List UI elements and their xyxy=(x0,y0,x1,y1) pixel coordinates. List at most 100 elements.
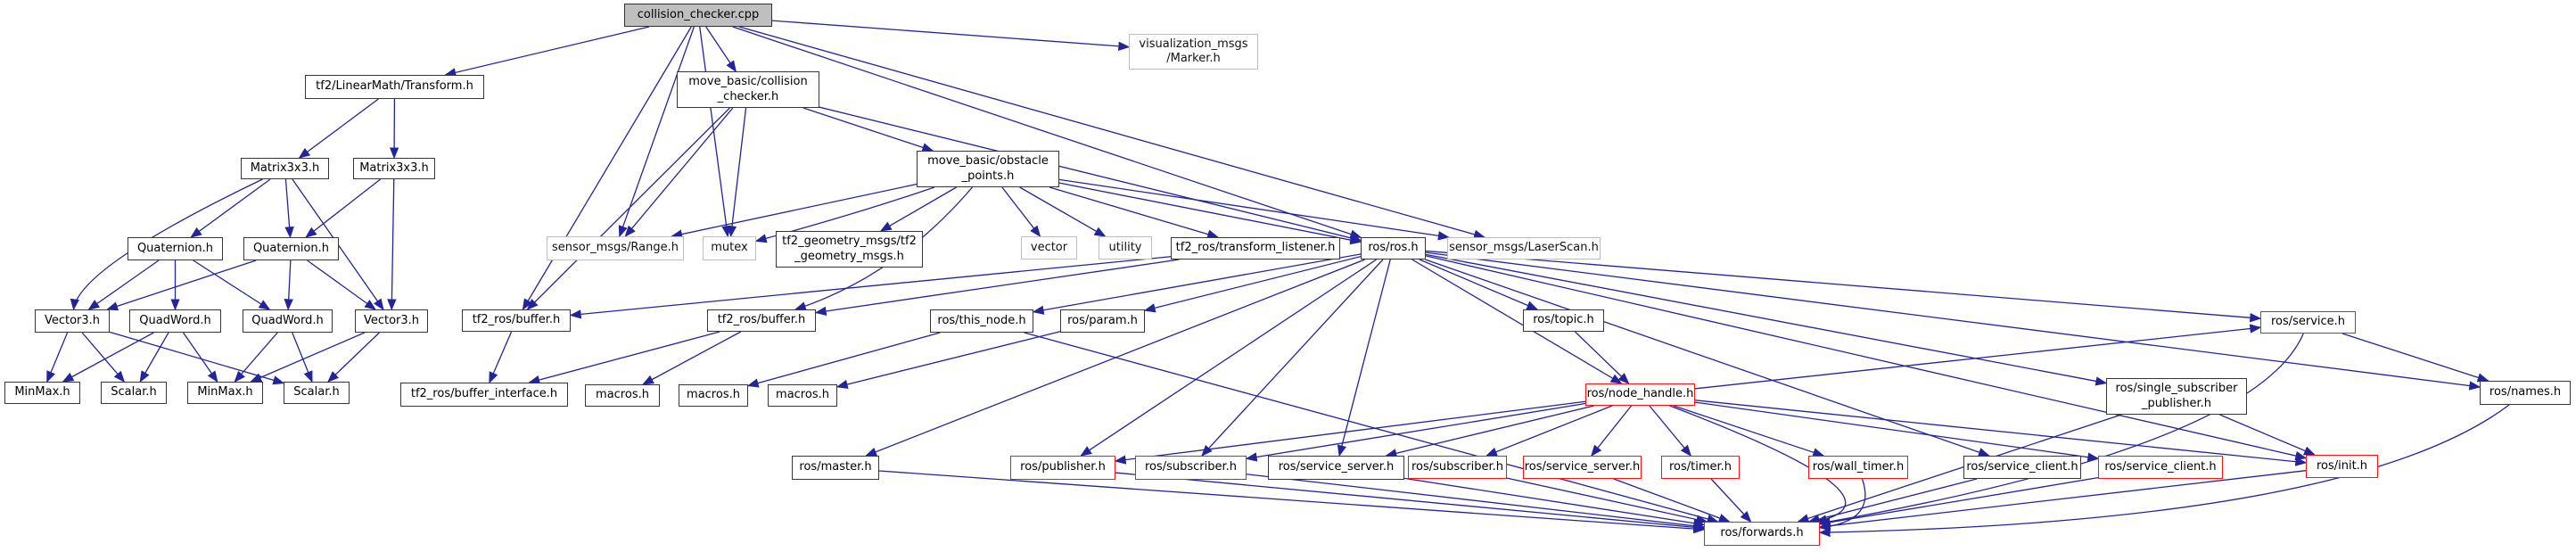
graph-node-names[interactable]: ros/names.h xyxy=(2480,381,2571,405)
edge-rosros-names xyxy=(1425,251,2481,391)
edge-ssp-fwd xyxy=(1797,414,2122,523)
edge-qw_1-sc_1 xyxy=(139,332,169,383)
graph-node-scl2[interactable]: ros/service_client.h xyxy=(2098,456,2223,479)
edge-nh-sub1 xyxy=(1245,402,1586,462)
graph-node-sc_1[interactable]: Scalar.h xyxy=(101,382,167,404)
edge-thisnode-fwd xyxy=(1024,332,1719,523)
graph-node-sc_2[interactable]: Scalar.h xyxy=(284,382,350,404)
edge-v3_1-sc_2 xyxy=(109,331,285,385)
graph-node-param[interactable]: ros/param.h xyxy=(1060,309,1145,333)
edge-obp-vec xyxy=(1001,186,1041,238)
graph-node-transform_h[interactable]: tf2/LinearMath/Transform.h xyxy=(305,75,484,99)
edge-nh-ss1 xyxy=(1385,405,1594,458)
edge-root-transform_h xyxy=(444,26,650,78)
graph-node-geom[interactable]: tf2_geometry_msgs/tf2 _geometry_msgs.h xyxy=(776,231,923,268)
edge-pub-fwd xyxy=(1115,472,1706,532)
edge-qw_2-sc_2 xyxy=(292,332,313,383)
edge-root-range xyxy=(618,26,695,238)
edge-root-laser xyxy=(738,26,1486,239)
edge-topic-nh xyxy=(1574,331,1630,384)
edge-q_1-v3_1 xyxy=(87,260,160,310)
edge-master-fwd xyxy=(878,470,1706,534)
graph-node-mac3[interactable]: macros.h xyxy=(768,384,837,407)
edge-rosros-thisnode xyxy=(1032,253,1362,315)
edge-obp-geom xyxy=(879,186,957,232)
edge-scl2-fwd xyxy=(1818,477,2099,527)
edge-q_2-v3_2 xyxy=(307,260,376,310)
edge-transform_h-m3_1 xyxy=(298,98,379,159)
graph-node-service[interactable]: ros/service.h xyxy=(2260,311,2356,334)
graph-node-init[interactable]: ros/init.h xyxy=(2306,455,2378,478)
edge-thisnode-mac2 xyxy=(746,332,941,388)
edge-ssp-init xyxy=(2219,414,2316,456)
graph-node-mac1[interactable]: macros.h xyxy=(585,384,660,407)
graph-node-v3_2[interactable]: Vector3.h xyxy=(355,309,428,333)
edge-rosros-service xyxy=(1425,250,2262,323)
graph-node-sub2[interactable]: ros/subscriber.h xyxy=(1408,456,1507,479)
graph-node-bufif[interactable]: tf2_ros/buffer_interface.h xyxy=(400,383,568,407)
graph-node-scl1[interactable]: ros/service_client.h xyxy=(1963,456,2081,479)
edge-m3_1-q_2 xyxy=(284,178,294,239)
graph-node-qw_2[interactable]: QuadWord.h xyxy=(243,309,333,333)
graph-node-sub1[interactable]: ros/subscriber.h xyxy=(1135,456,1247,480)
edge-qw_2-mm_2 xyxy=(234,332,278,383)
graph-node-ssp[interactable]: ros/single_subscriber _publisher.h xyxy=(2106,378,2247,415)
graph-node-q_2[interactable]: Quaternion.h xyxy=(243,237,339,260)
graph-node-mm_1[interactable]: MinMax.h xyxy=(4,382,80,404)
graph-node-wtimer[interactable]: ros/wall_timer.h xyxy=(1808,456,1908,479)
graph-node-master[interactable]: ros/master.h xyxy=(792,456,879,480)
graph-node-mm_2[interactable]: MinMax.h xyxy=(187,382,263,404)
edge-q_1-qw_2 xyxy=(193,260,271,310)
graph-node-tl[interactable]: tf2_ros/transform_listener.h xyxy=(1171,237,1340,260)
graph-node-mac2[interactable]: macros.h xyxy=(679,384,748,407)
edge-nh-scl2 xyxy=(1694,401,2100,462)
edge-root-marker_h xyxy=(771,20,1131,51)
edge-root-cch xyxy=(705,26,737,73)
graph-node-buf1[interactable]: tf2_ros/buffer.h xyxy=(462,309,571,332)
edge-m3_2-v3_2 xyxy=(387,178,397,311)
edge-cch-buf1 xyxy=(526,107,730,310)
graph-node-thisnode[interactable]: ros/this_node.h xyxy=(930,309,1033,333)
graph-node-cch[interactable]: move_basic/collision _checker.h xyxy=(677,71,819,108)
graph-node-timer[interactable]: ros/timer.h xyxy=(1661,456,1740,479)
edge-rosros-pub xyxy=(1080,259,1378,457)
graph-node-buf2[interactable]: tf2_ros/buffer.h xyxy=(707,309,816,332)
edge-service-fwd xyxy=(1818,333,2304,527)
edge-nh-pub xyxy=(1114,400,1586,465)
graph-node-ss2[interactable]: ros/service_server.h xyxy=(1523,456,1642,479)
graph-node-m3_1[interactable]: Matrix3x3.h xyxy=(241,158,329,179)
graph-node-q_1[interactable]: Quaternion.h xyxy=(128,237,223,260)
edge-root-buf1 xyxy=(522,26,692,311)
graph-node-laser: sensor_msgs/LaserScan.h xyxy=(1447,237,1601,260)
graph-node-rosros[interactable]: ros/ros.h xyxy=(1361,237,1426,260)
edge-service-names xyxy=(2341,333,2490,383)
edge-timer-fwd xyxy=(1710,478,1752,523)
edge-v3_1-sc_1 xyxy=(81,332,126,383)
graph-node-qw_1[interactable]: QuadWord.h xyxy=(129,309,221,333)
graph-node-vec: vector xyxy=(1021,236,1077,260)
graph-node-pub[interactable]: ros/publisher.h xyxy=(1010,456,1115,480)
edge-rosros-param xyxy=(1143,255,1362,313)
graph-node-obp[interactable]: move_basic/obstacle _points.h xyxy=(917,151,1059,187)
edge-buf1-bufif xyxy=(489,331,513,384)
edge-obp-range xyxy=(671,183,918,239)
edge-rosros-ss1 xyxy=(1337,259,1391,457)
graph-node-fwd[interactable]: ros/forwards.h xyxy=(1704,522,1820,546)
graph-node-ss1[interactable]: ros/service_server.h xyxy=(1268,456,1404,480)
graph-node-m3_2[interactable]: Matrix3x3.h xyxy=(353,158,435,179)
edge-obp-util xyxy=(1019,186,1107,237)
edge-v3_2-mm_2 xyxy=(250,332,366,383)
edge-nh-wtimer xyxy=(1673,405,1825,457)
edge-obp-rosros xyxy=(1058,182,1362,245)
graph-node-nh[interactable]: ros/node_handle.h xyxy=(1585,383,1695,406)
graph-node-topic[interactable]: ros/topic.h xyxy=(1523,309,1604,332)
edge-v3_2-sc_2 xyxy=(327,332,380,383)
edge-rosros-nh xyxy=(1411,259,1623,384)
edge-names-fwd xyxy=(1818,404,2510,538)
edge-obp-laser xyxy=(1058,178,1450,241)
edge-nh-service xyxy=(1694,324,2262,390)
graph-node-v3_1[interactable]: Vector3.h xyxy=(35,309,110,333)
graph-node-util: utility xyxy=(1099,236,1152,260)
edge-buf2-mac1 xyxy=(642,331,742,385)
